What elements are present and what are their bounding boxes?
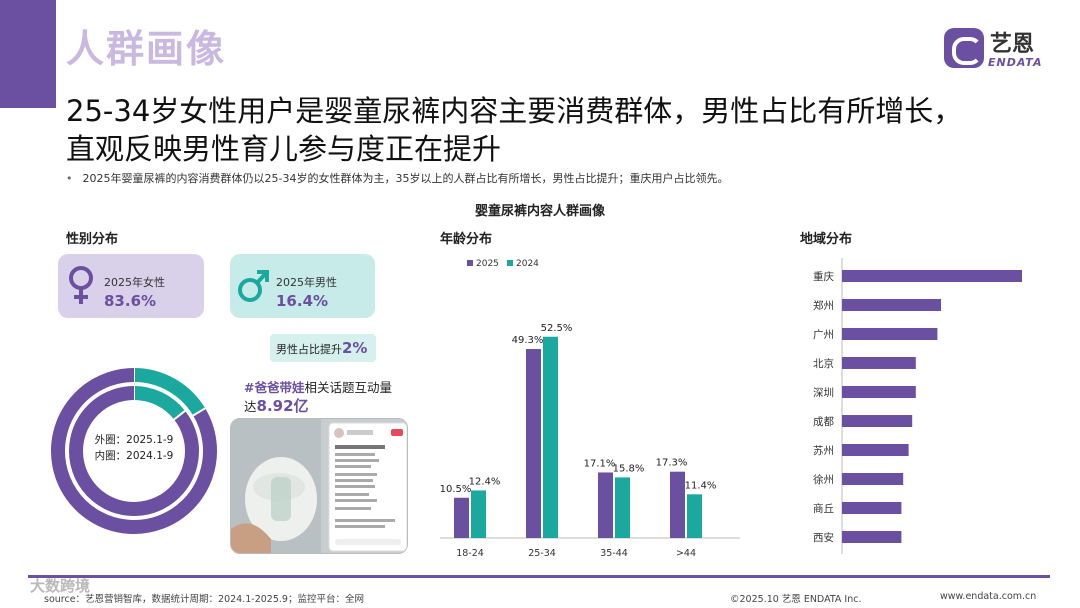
topic-caption: #爸爸带娃相关话题互动量达8.92亿: [244, 378, 434, 416]
headline-line1: 25-34岁女性用户是婴童尿裤内容主要消费群体，男性占比有所增长，: [66, 94, 963, 128]
headline: 25-34岁女性用户是婴童尿裤内容主要消费群体，男性占比有所增长， 直观反映男性…: [66, 92, 1056, 168]
x-tick-label: >44: [676, 548, 696, 559]
male-value: 16.4%: [276, 292, 329, 310]
topic-value: 8.92亿: [256, 397, 309, 415]
region-bar: [842, 299, 941, 311]
bar-2024->44: [687, 494, 702, 538]
watermark: 大数跨境: [30, 577, 91, 595]
logo-text-en: ENDATA: [988, 56, 1043, 69]
x-tick-label: 25-34: [528, 548, 556, 559]
region-label: 商丘: [813, 502, 834, 515]
ring-separator: [173, 410, 186, 421]
bar-value-label: 52.5%: [541, 323, 573, 334]
bar-2025-35-44: [598, 472, 613, 538]
male-label: 2025年男性: [276, 276, 337, 289]
logo-mark-icon: [944, 28, 984, 68]
x-tick-label: 35-44: [600, 548, 628, 559]
region-bar: [842, 270, 1022, 282]
bar-2024-35-44: [615, 477, 630, 538]
logo-text-cn: 艺恩: [990, 32, 1035, 57]
outer-ring-female-segment: [51, 368, 217, 534]
topic-prefix: 达: [244, 399, 257, 414]
bar-value-label: 17.1%: [584, 458, 616, 469]
x-tick-label: 18-24: [456, 548, 484, 559]
female-symbol-icon: [69, 266, 93, 304]
bar-2025->44: [670, 471, 685, 538]
footer-source: source：艺恩营销智库，数据统计周期：2024.1-2025.9；监控平台：…: [44, 594, 364, 605]
footer-website: www.endata.com.cn: [940, 591, 1037, 602]
legend-2025-label: 2025: [476, 259, 499, 269]
page-title: 人群画像: [66, 27, 227, 71]
gender-section-title: 性别分布: [66, 232, 119, 247]
donut-inner-label: 内圈：2024.1-9: [95, 449, 174, 462]
age-bar-chart: 2025 2024 10.5%12.4% 18-24 49.3%52.5% 25-34 17…: [440, 259, 740, 559]
donut-outer-label: 外圈：2025.1-9: [95, 434, 174, 446]
bar-2024-25-34: [543, 336, 558, 538]
bar-value-label: 49.3%: [512, 335, 544, 346]
bar-value-label: 11.4%: [685, 480, 717, 491]
bar-value-label: 17.3%: [656, 458, 688, 469]
inner-ring-male-segment: [133, 386, 186, 420]
region-label: 郑州: [813, 299, 834, 312]
region-bar: [842, 415, 913, 427]
region-label: 重庆: [813, 270, 834, 283]
bar-2024-18-24: [471, 490, 486, 538]
age-section-title: 年龄分布: [440, 232, 493, 247]
region-bar: [842, 473, 904, 485]
bar-value-label: 15.8%: [613, 463, 645, 474]
region-bar: [842, 357, 916, 369]
headline-line2: 直观反映男性育儿参与度正在提升: [66, 132, 502, 166]
region-label: 广州: [813, 329, 834, 341]
male-symbol-icon: [238, 270, 269, 302]
corner-accent: [0, 0, 56, 108]
region-bar: [842, 531, 902, 543]
bar-2025-25-34: [526, 349, 541, 538]
female-card: 2025年女性 83.6%: [58, 254, 204, 318]
region-label: 成都: [813, 416, 834, 428]
gender-donut-chart: 外圈：2025.1-9 内圈：2024.1-9: [51, 368, 217, 534]
summary-bullet: 2025年婴童尿裤的内容消费群体仍以25-34岁的女性群体为主，35岁以上的人群…: [66, 170, 1056, 186]
region-label: 北京: [813, 357, 834, 370]
female-value: 83.6%: [104, 292, 157, 310]
region-label: 苏州: [813, 444, 834, 457]
legend-2025-swatch: [467, 260, 473, 266]
region-label: 深圳: [813, 387, 834, 399]
bar-value-label: 10.5%: [440, 484, 471, 495]
male-raise-badge: 男性占比提升2%: [270, 334, 376, 362]
region-section-title: 地域分布: [800, 232, 853, 247]
photo-illustration: [231, 419, 407, 553]
region-label: 西安: [813, 531, 834, 544]
bar-2025-18-24: [454, 497, 469, 538]
raise-label: 男性占比提升: [276, 343, 342, 356]
social-post-photo: [230, 418, 408, 554]
region-label: 徐州: [813, 473, 834, 486]
legend-2024-swatch: [507, 260, 513, 266]
main-chart-title: 婴童尿裤内容人群画像: [474, 204, 605, 219]
topic-hashtag: #爸爸带娃: [244, 380, 305, 395]
legend-2024-label: 2024: [516, 259, 539, 269]
female-label: 2025年女性: [104, 276, 165, 289]
bar-value-label: 12.4%: [469, 476, 501, 487]
footer-copyright: ©2025.10 艺恩 ENDATA Inc.: [730, 594, 862, 605]
endata-logo: 艺恩 ENDATA: [944, 26, 1054, 72]
region-bar: [842, 444, 909, 456]
region-bar: [842, 502, 902, 514]
topic-text: 相关话题互动量: [304, 380, 392, 395]
region-bar: [842, 328, 938, 340]
inner-ring-female-segment: [69, 386, 199, 516]
outer-ring-male-segment: [133, 368, 206, 416]
raise-value: 2%: [342, 339, 368, 357]
male-card: 2025年男性 16.4%: [230, 254, 375, 318]
footer-divider: [28, 575, 1050, 578]
region-bar: [842, 386, 916, 398]
ring-separator: [192, 407, 206, 417]
